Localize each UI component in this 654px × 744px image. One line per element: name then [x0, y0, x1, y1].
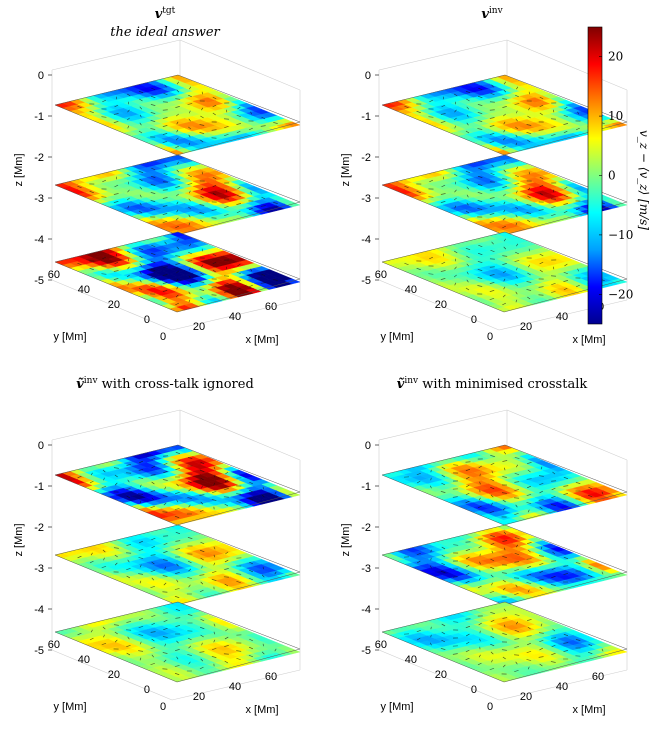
y-tick-label: 60 — [375, 269, 387, 281]
z-tick-label: -5 — [34, 645, 44, 657]
slice-layer-1 — [55, 445, 300, 525]
z-tick-label: 0 — [38, 440, 44, 452]
x-tick-label: 40 — [229, 681, 241, 693]
z-axis-label: z [Mm] — [13, 154, 25, 187]
z-tick-label: -2 — [34, 152, 44, 164]
slice-layer-1 — [55, 75, 300, 155]
colorbar-tick-label: 20 — [608, 50, 623, 64]
x-tick-label: 20 — [520, 691, 532, 703]
x-tick-label: 0 — [487, 331, 493, 343]
x-tick-label: 20 — [193, 691, 205, 703]
slice-layer-3 — [55, 232, 300, 312]
z-tick-label: -2 — [34, 522, 44, 534]
x-tick-label: 20 — [520, 321, 532, 333]
y-tick-label: 40 — [405, 284, 417, 296]
x-tick-label: 40 — [556, 681, 568, 693]
z-tick-label: -3 — [34, 193, 44, 205]
y-tick-label: 60 — [375, 639, 387, 651]
panel-title: ṽinv with cross-talk ignored — [76, 376, 254, 392]
panel-minimised: ṽinv with minimised crosstalk 0 -1 -2 -3 -4 -5… — [340, 376, 627, 716]
y-tick-label: 20 — [108, 299, 120, 311]
x-axis-label: x [Mm] — [573, 334, 606, 346]
y-axis-label: y [Mm] — [54, 331, 87, 343]
panel-title: vinv — [481, 6, 503, 22]
z-tick-label: -4 — [34, 604, 44, 616]
z-axis: 0 -1 -2 -3 -4 -5 z [Mm] — [13, 440, 52, 657]
panel-subtitle: the ideal answer — [110, 25, 220, 40]
colorbar-tick-label: 10 — [608, 109, 623, 123]
slice-layer-2 — [382, 525, 627, 605]
z-tick-label: -3 — [361, 563, 371, 575]
z-tick-label: -1 — [361, 481, 371, 493]
z-tick-label: -4 — [34, 234, 44, 246]
z-axis: 0 -1 -2 -3 -4 -5 z [Mm] — [340, 70, 379, 287]
y-tick-label: 40 — [405, 654, 417, 666]
x-tick-label: 40 — [556, 311, 568, 323]
z-tick-label: -1 — [34, 481, 44, 493]
x-axis-label: x [Mm] — [246, 704, 279, 716]
z-tick-label: 0 — [365, 70, 371, 82]
z-tick-label: -2 — [361, 152, 371, 164]
y-tick-label: 20 — [435, 299, 447, 311]
slice-layer-2 — [55, 525, 300, 605]
z-tick-label: -1 — [361, 111, 371, 123]
slice-layer-3 — [55, 602, 300, 682]
x-tick-label: 40 — [229, 311, 241, 323]
z-tick-label: -5 — [34, 275, 44, 287]
colorbar-tick-label: −10 — [608, 228, 633, 242]
x-tick-label: 0 — [160, 701, 166, 713]
slice-layer-1 — [382, 445, 627, 525]
slice-layer-2 — [55, 155, 300, 235]
z-tick-label: -4 — [361, 234, 371, 246]
y-axis-label: y [Mm] — [54, 701, 87, 713]
y-tick-label: 0 — [144, 684, 150, 696]
x-tick-label: 60 — [592, 671, 604, 683]
y-tick-label: 20 — [435, 669, 447, 681]
z-tick-label: -3 — [34, 563, 44, 575]
panel-title: vtgt — [155, 6, 176, 22]
x-tick-label: 60 — [265, 301, 277, 313]
z-tick-label: 0 — [365, 440, 371, 452]
x-axis-label: x [Mm] — [573, 704, 606, 716]
y-tick-label: 60 — [48, 269, 60, 281]
colorbar-tick-label: 0 — [608, 169, 616, 183]
colorbar-label: v_z − ⟨v_z⟩ [m/s] — [637, 130, 651, 230]
z-tick-label: -5 — [361, 645, 371, 657]
y-axis-label: y [Mm] — [381, 331, 414, 343]
panel-title: ṽinv with minimised crosstalk — [397, 376, 588, 392]
x-tick-label: 60 — [265, 671, 277, 683]
slice-layer-3 — [382, 602, 627, 682]
z-axis-label: z [Mm] — [340, 154, 352, 187]
z-tick-label: 0 — [38, 70, 44, 82]
z-axis-label: z [Mm] — [340, 524, 352, 557]
x-tick-label: 0 — [160, 331, 166, 343]
x-tick-label: 0 — [487, 701, 493, 713]
z-axis: 0 -1 -2 -3 -4 -5 z [Mm] — [13, 70, 52, 287]
z-axis: 0 -1 -2 -3 -4 -5 z [Mm] — [340, 440, 379, 657]
y-axis-label: y [Mm] — [381, 701, 414, 713]
y-tick-label: 40 — [78, 654, 90, 666]
x-tick-label: 20 — [193, 321, 205, 333]
z-axis-label: z [Mm] — [13, 524, 25, 557]
x-axis-label: x [Mm] — [246, 334, 279, 346]
colorbar-tick-label: −20 — [608, 287, 633, 301]
z-tick-label: -1 — [34, 111, 44, 123]
y-tick-label: 0 — [471, 314, 477, 326]
z-tick-label: -3 — [361, 193, 371, 205]
panel-ignored: ṽinv with cross-talk ignored 0 -1 -2 -3 -4 -5 z… — [13, 376, 300, 716]
z-tick-label: -2 — [361, 522, 371, 534]
y-tick-label: 60 — [48, 639, 60, 651]
panel-target: vtgt the ideal answer 0 -1 -2 -3 -4 -5 z [Mm] 60 4… — [13, 6, 300, 346]
z-tick-label: -4 — [361, 604, 371, 616]
z-tick-label: -5 — [361, 275, 371, 287]
y-tick-label: 0 — [144, 314, 150, 326]
y-tick-label: 20 — [108, 669, 120, 681]
y-tick-label: 40 — [78, 284, 90, 296]
y-tick-label: 0 — [471, 684, 477, 696]
